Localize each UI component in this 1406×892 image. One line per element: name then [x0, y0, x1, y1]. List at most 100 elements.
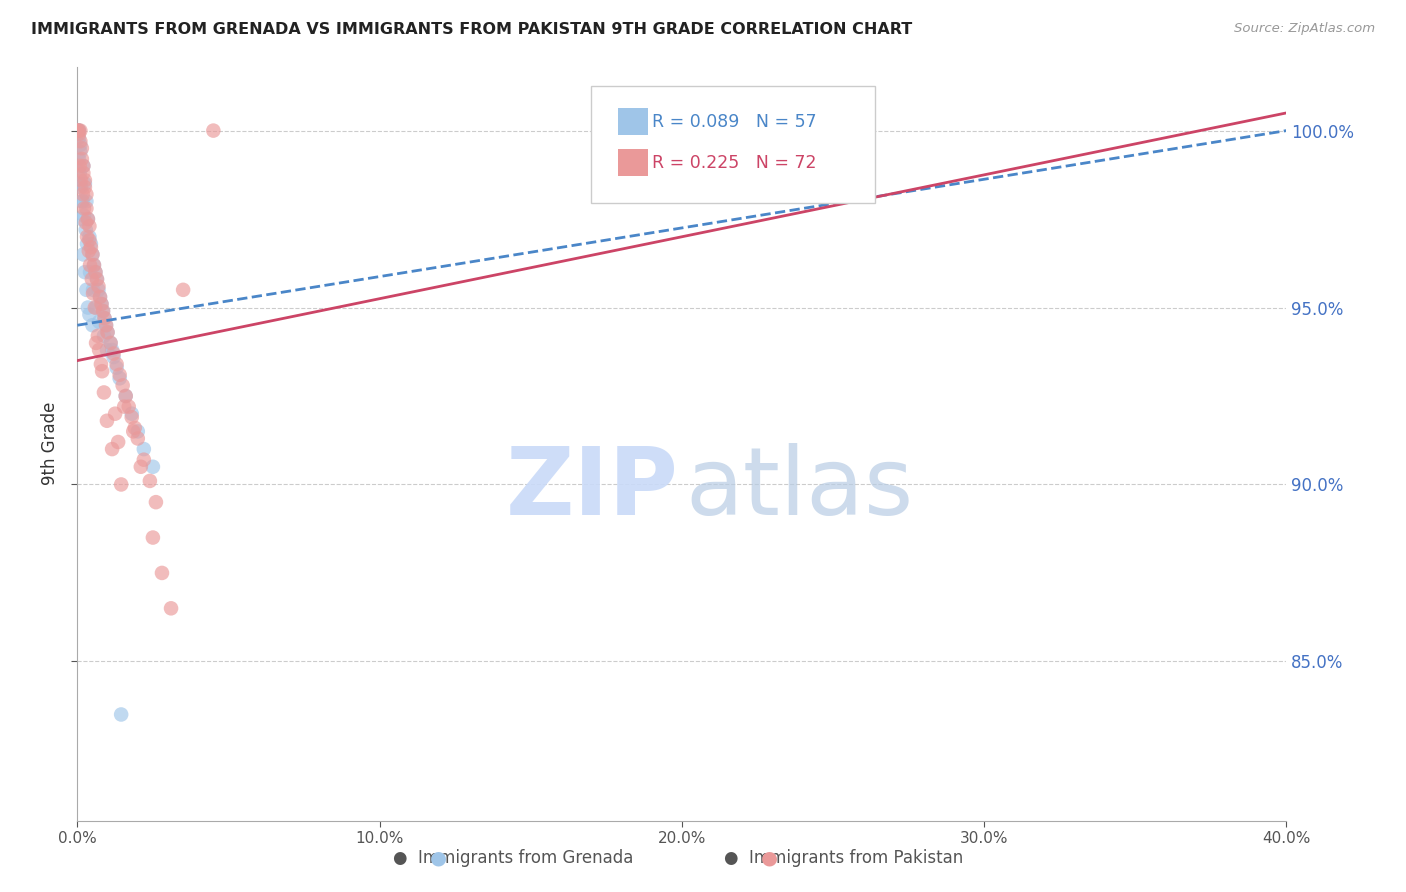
Point	[87, 279, 110, 293]
FancyBboxPatch shape	[617, 149, 648, 177]
Point	[75, 216, 97, 230]
Point	[91, 304, 114, 318]
Point	[72, 159, 94, 173]
Point	[93, 311, 115, 326]
Point	[93, 311, 115, 326]
Point	[79, 219, 101, 234]
Point	[67, 127, 90, 141]
Point	[93, 385, 115, 400]
Point	[112, 400, 135, 414]
Point	[69, 137, 91, 152]
Point	[96, 326, 118, 340]
Point	[91, 364, 114, 378]
Point	[145, 495, 167, 509]
Point	[91, 304, 114, 318]
Point	[114, 389, 136, 403]
FancyBboxPatch shape	[592, 86, 876, 202]
Point	[67, 123, 90, 137]
Point	[100, 335, 122, 350]
Text: R = 0.225   N = 72: R = 0.225 N = 72	[652, 153, 815, 171]
Point	[70, 180, 93, 194]
Point	[94, 318, 117, 333]
Point	[77, 212, 100, 227]
Point	[77, 301, 100, 315]
Point	[87, 283, 110, 297]
Point	[132, 442, 155, 456]
Point	[66, 123, 89, 137]
Point	[101, 343, 124, 357]
Point	[87, 343, 110, 357]
Point	[82, 283, 104, 297]
Point	[79, 229, 101, 244]
Point	[76, 236, 98, 251]
Point	[69, 159, 91, 173]
Point	[75, 187, 97, 202]
Point	[73, 177, 96, 191]
Point	[73, 180, 96, 194]
Point	[66, 123, 89, 137]
Point	[66, 123, 89, 137]
Point	[79, 308, 101, 322]
Point	[72, 194, 94, 209]
Y-axis label: 9th Grade: 9th Grade	[41, 402, 59, 485]
Point	[93, 329, 115, 343]
Point	[96, 326, 118, 340]
Point	[87, 315, 110, 329]
Text: ZIP: ZIP	[505, 443, 678, 535]
Text: Source: ZipAtlas.com: Source: ZipAtlas.com	[1234, 22, 1375, 36]
Point	[142, 459, 165, 474]
Point	[84, 301, 107, 315]
Point	[122, 425, 145, 439]
Point	[110, 707, 132, 722]
Point	[139, 474, 162, 488]
Point	[73, 173, 96, 187]
Point	[108, 371, 131, 385]
Point	[83, 301, 105, 315]
Point	[72, 187, 94, 202]
Point	[72, 166, 94, 180]
Point	[67, 123, 90, 137]
Point	[69, 177, 91, 191]
Point	[94, 318, 117, 333]
Point	[82, 286, 104, 301]
Point	[66, 123, 89, 137]
Point	[105, 357, 128, 371]
Point	[124, 421, 146, 435]
Point	[73, 202, 96, 216]
Point	[160, 601, 183, 615]
Point	[90, 357, 112, 371]
Point	[114, 389, 136, 403]
Point	[83, 258, 105, 272]
Point	[75, 222, 97, 236]
Point	[67, 123, 90, 137]
Point	[121, 410, 143, 425]
Point	[101, 442, 124, 456]
Point	[80, 236, 103, 251]
Point	[70, 173, 93, 187]
Point	[110, 477, 132, 491]
Point	[105, 360, 128, 375]
Point	[72, 159, 94, 173]
Text: atlas: atlas	[686, 443, 914, 535]
Point	[87, 329, 110, 343]
Point	[83, 258, 105, 272]
Text: ●: ●	[430, 848, 447, 867]
Point	[96, 414, 118, 428]
Point	[121, 407, 143, 421]
Point	[129, 459, 152, 474]
Point	[70, 152, 93, 166]
Point	[84, 335, 107, 350]
Point	[127, 432, 149, 446]
Point	[107, 435, 129, 450]
Point	[108, 368, 131, 382]
Point	[89, 290, 111, 304]
Point	[100, 335, 122, 350]
Point	[82, 318, 104, 333]
Point	[172, 283, 194, 297]
Point	[70, 141, 93, 155]
Point	[79, 258, 101, 272]
Point	[77, 212, 100, 227]
Point	[150, 566, 173, 580]
Point	[75, 194, 97, 209]
FancyBboxPatch shape	[617, 108, 648, 136]
